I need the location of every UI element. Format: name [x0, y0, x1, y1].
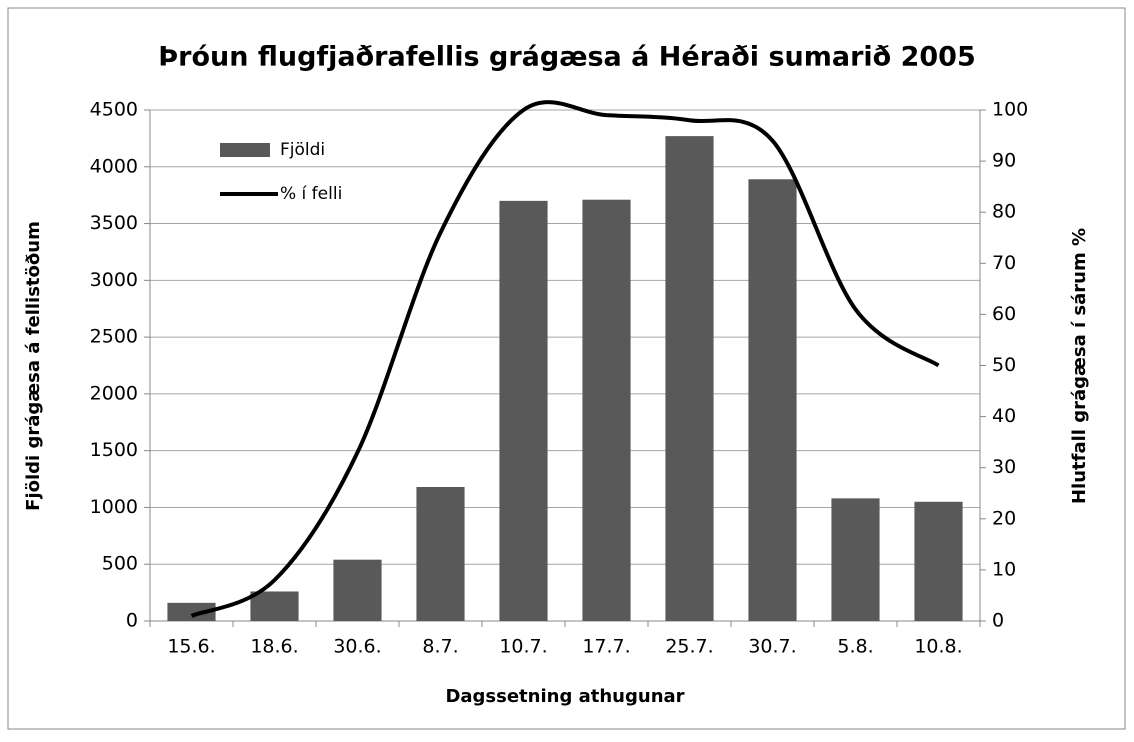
y-tick-label: 2000: [90, 382, 138, 404]
y-tick-label: 1000: [90, 496, 138, 518]
x-tick-label: 30.6.: [333, 636, 381, 658]
y2-tick-label: 20: [992, 507, 1016, 529]
x-axis-title: Dagssetning athugunar: [445, 686, 684, 707]
y2-tick-label: 90: [992, 150, 1016, 172]
bar: [167, 602, 216, 621]
y2-tick-label: 70: [992, 252, 1016, 274]
y-tick-label: 0: [126, 610, 138, 632]
y2-tick-label: 10: [992, 558, 1016, 580]
y2-axis-title: Hlutfall grágæsa í sárum %: [1069, 228, 1090, 504]
bar: [250, 591, 299, 621]
x-tick-label: 10.8.: [914, 636, 962, 658]
bar: [582, 199, 631, 621]
y2-tick-label: 50: [992, 354, 1016, 376]
x-tick-label: 8.7.: [422, 636, 458, 658]
y2-tick-label: 30: [992, 456, 1016, 478]
y2-tick-label: 100: [992, 99, 1028, 121]
x-tick-label: 18.6.: [250, 636, 298, 658]
legend-swatch: [220, 143, 270, 157]
y2-tick-label: 80: [992, 201, 1016, 223]
x-tick-label: 10.7.: [499, 636, 547, 658]
line: [190, 100, 940, 618]
y2-tick-label: 60: [992, 303, 1016, 325]
y-tick-label: 3500: [90, 212, 138, 234]
x-tick-label: 30.7.: [748, 636, 796, 658]
bar: [333, 559, 382, 621]
bar: [416, 487, 465, 621]
y-tick-label: 4500: [90, 99, 138, 121]
x-tick-label: 15.6.: [167, 636, 215, 658]
bar: [831, 498, 880, 621]
x-tick-label: 25.7.: [665, 636, 713, 658]
y-axis-title: Fjöldi grágæsa á fellistöðum: [23, 221, 44, 511]
y-tick-label: 1500: [90, 439, 138, 461]
legend-label: Fjöldi: [280, 140, 325, 160]
y2-tick-label: 0: [992, 610, 1004, 632]
x-tick-label: 17.7.: [582, 636, 630, 658]
legend-label: % í felli: [280, 184, 342, 204]
bar: [665, 136, 714, 621]
y-tick-label: 500: [102, 553, 138, 575]
bar: [748, 179, 797, 621]
y-tick-label: 2500: [90, 326, 138, 348]
y2-tick-label: 40: [992, 405, 1016, 427]
y-tick-label: 3000: [90, 269, 138, 291]
bar: [499, 200, 548, 621]
x-tick-label: 5.8.: [837, 636, 873, 658]
chart-title: Þróun flugfjaðrafellis grágæsa á Héraði …: [158, 42, 976, 73]
bar: [914, 501, 963, 621]
y-tick-label: 4000: [90, 155, 138, 177]
